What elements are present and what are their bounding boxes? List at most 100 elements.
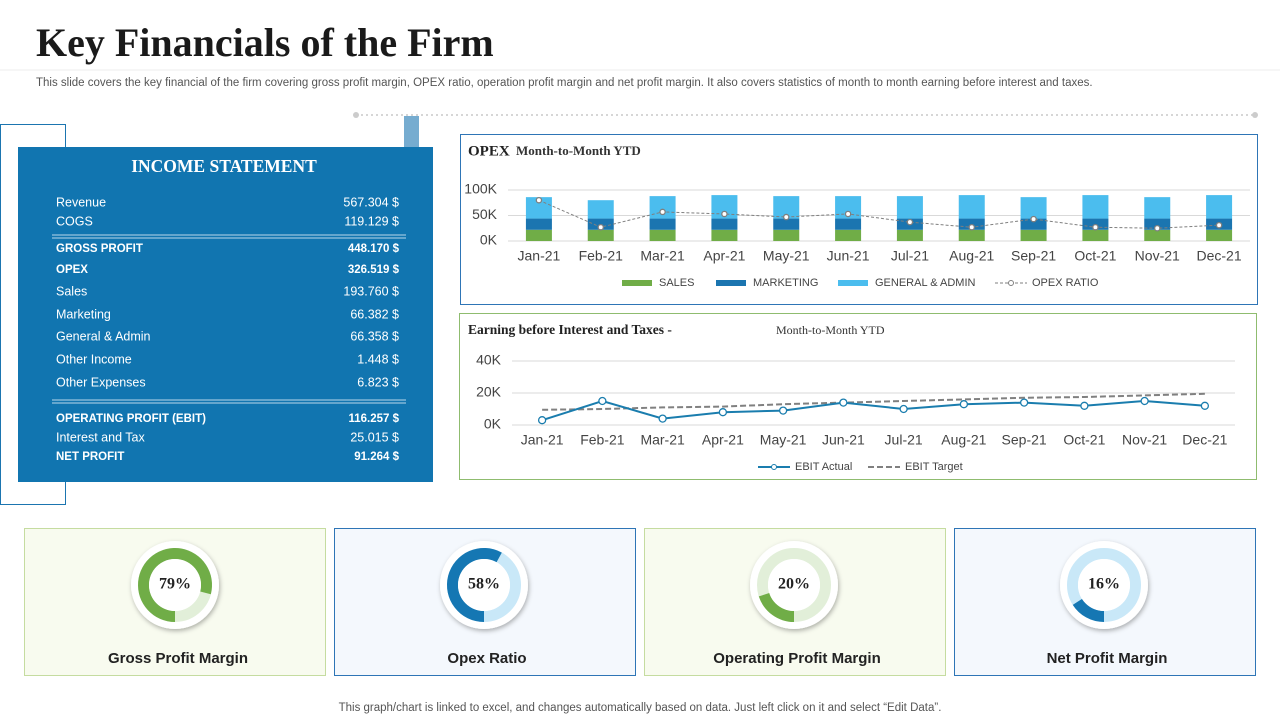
bar-segment [1206, 229, 1233, 241]
bar-segment [649, 196, 676, 219]
row-label: Revenue [56, 195, 106, 209]
chart-subtitle: Month-to-Month YTD [516, 143, 641, 158]
donut-arc [758, 593, 794, 622]
bar-segment [525, 229, 552, 241]
legend-label: GENERAL & ADMIN [875, 277, 976, 289]
row-value: 567.304 $ [343, 195, 399, 209]
marker [899, 404, 908, 414]
donut-arc [138, 548, 213, 622]
bar-segment [1082, 195, 1109, 219]
y-tick-label: 40K [476, 352, 502, 368]
donut-hole [458, 559, 510, 611]
bar-segment [525, 218, 552, 230]
card-title: Operating Profit Margin [713, 650, 881, 667]
bar-segment [835, 229, 862, 241]
line [542, 392, 1205, 411]
bar-segment [835, 218, 862, 230]
row-value: 66.358 $ [350, 329, 399, 343]
row-value: 193.760 $ [343, 284, 399, 298]
marker [659, 208, 666, 216]
x-tick-label: Aug-21 [941, 432, 986, 448]
y-tick-label: 0K [484, 416, 502, 432]
row-value: 25.015 $ [350, 430, 399, 444]
x-tick-label: May-21 [763, 248, 810, 264]
bar-segment [1020, 229, 1047, 241]
bar-segment [587, 229, 614, 241]
marker [778, 406, 788, 415]
bar-segment [711, 229, 738, 241]
x-tick-label: Apr-21 [703, 248, 745, 264]
bar-segment [773, 196, 800, 219]
x-tick-label: Nov-21 [1122, 432, 1167, 448]
legend-marker [1008, 280, 1014, 286]
marker [1080, 401, 1089, 410]
bar-segment [649, 218, 676, 230]
y-tick-label: 20K [476, 384, 502, 400]
x-tick-label: Jan-21 [518, 248, 561, 264]
donut-label: 58% [468, 576, 500, 593]
row-label: Interest and Tax [56, 430, 145, 444]
row-value: 116.257 $ [348, 413, 399, 425]
chart-title: Earning before Interest and Taxes - [468, 322, 672, 337]
marker [1140, 396, 1149, 406]
legend-label: OPEX RATIO [1032, 277, 1099, 289]
row-label: Other Expenses [56, 375, 146, 389]
legend-swatch [622, 280, 652, 286]
bar-segment [1144, 197, 1171, 219]
marker [1030, 215, 1037, 223]
marker [1019, 398, 1029, 407]
marker [844, 210, 852, 218]
row-label: OPEX [56, 264, 88, 276]
bar-segment [1206, 195, 1233, 219]
bar-segment [896, 229, 923, 241]
dot [1252, 112, 1258, 118]
x-tick-label: Dec-21 [1197, 248, 1242, 264]
income-panel [18, 147, 433, 482]
y-tick-label: 50K [472, 206, 498, 222]
row-label: Marketing [56, 307, 111, 321]
x-tick-label: Sep-21 [1011, 248, 1056, 264]
donut-arc [446, 548, 502, 623]
x-tick-label: Jun-21 [822, 432, 865, 448]
row-value: 326.519 $ [348, 264, 400, 276]
x-tick-label: Jul-21 [885, 432, 923, 448]
row-label: Other Income [56, 352, 132, 366]
subtitle: This slide covers the key financial of t… [36, 77, 1093, 89]
card-title: Opex Ratio [447, 650, 526, 667]
marker [1092, 223, 1099, 231]
donut-hole [768, 559, 820, 611]
marker [718, 408, 728, 417]
marker [597, 223, 605, 231]
donut-label: 20% [778, 576, 810, 593]
x-tick-label: Mar-21 [640, 432, 685, 448]
bar-segment [835, 196, 862, 219]
legend-marker [771, 464, 777, 470]
marker [906, 218, 914, 226]
marker [598, 396, 607, 406]
legend-label: EBIT Target [905, 461, 963, 473]
bar-segment [958, 229, 985, 241]
bar-segment [649, 229, 676, 241]
line [538, 199, 1220, 229]
bar-segment [773, 218, 800, 230]
income-title: INCOME STATEMENT [131, 156, 317, 176]
bar-segment [1020, 218, 1047, 230]
row-label: Sales [56, 284, 87, 298]
x-tick-label: Jan-21 [521, 432, 564, 448]
x-tick-label: Jul-21 [891, 248, 929, 264]
bar-segment [1144, 218, 1171, 230]
marker [783, 213, 790, 221]
donut-label: 16% [1088, 576, 1120, 593]
row-label: NET PROFIT [56, 451, 124, 463]
x-tick-label: Dec-21 [1182, 432, 1227, 448]
legend-label: EBIT Actual [795, 461, 852, 473]
row-value: 119.129 $ [344, 214, 399, 228]
footer: This graph/chart is linked to excel, and… [339, 702, 942, 714]
marker [537, 416, 547, 425]
chart-title: OPEX [468, 143, 510, 159]
bar-segment [896, 196, 923, 219]
bar-segment [711, 218, 738, 230]
x-tick-label: Oct-21 [1074, 248, 1116, 264]
